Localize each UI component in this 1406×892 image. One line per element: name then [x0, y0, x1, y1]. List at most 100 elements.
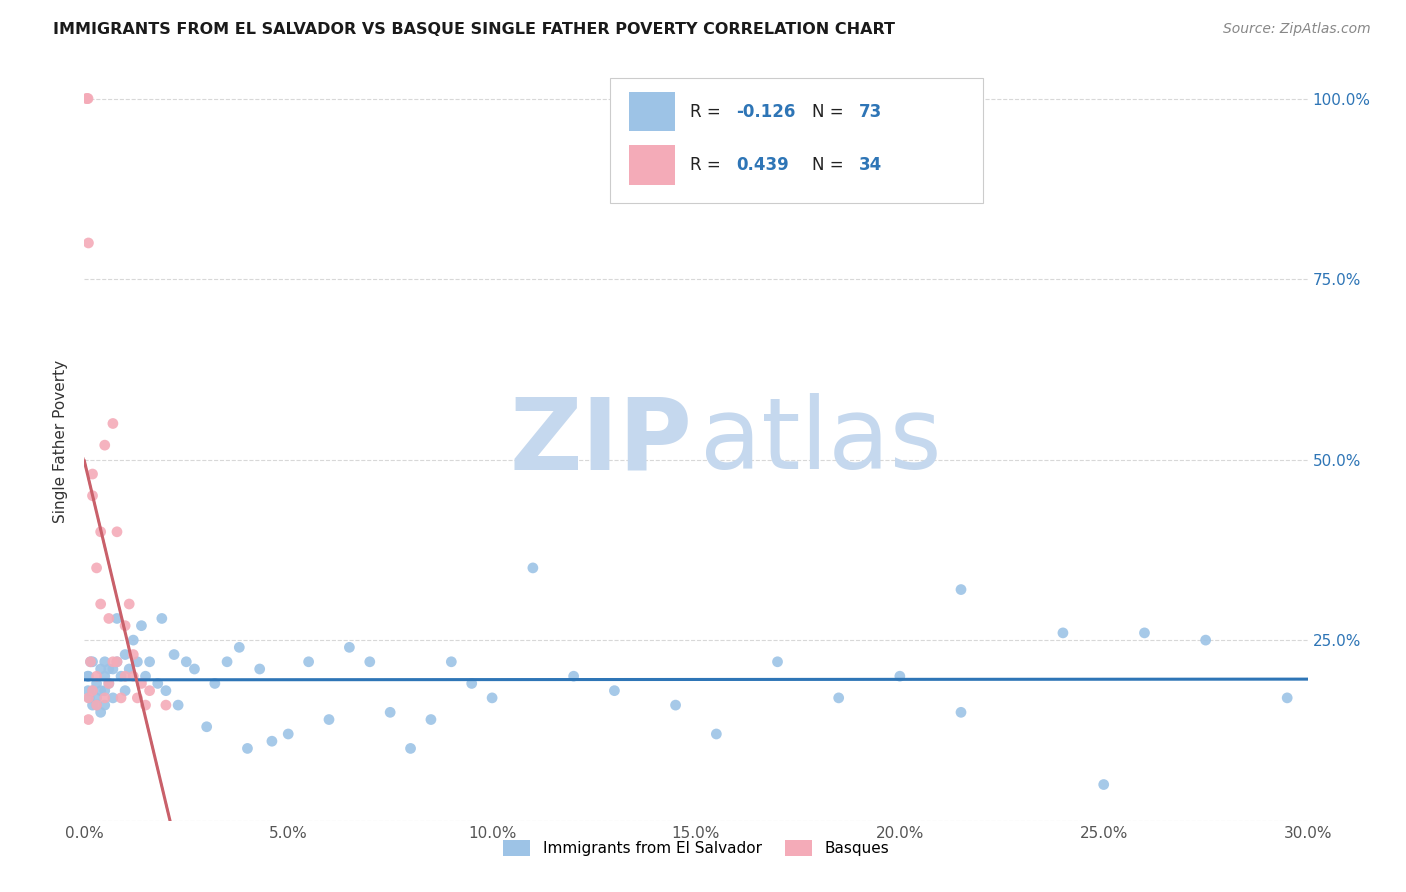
Point: [86, 669, 108, 683]
Point: [97, 676, 120, 690]
Point: [665, 698, 688, 712]
Point: [90, 597, 112, 611]
Point: [82, 683, 104, 698]
Point: [135, 698, 157, 712]
Point: [135, 669, 157, 683]
Point: [174, 655, 197, 669]
Point: [766, 655, 789, 669]
Point: [380, 706, 402, 720]
Point: [118, 597, 141, 611]
Text: N =: N =: [813, 103, 849, 120]
Point: [163, 648, 186, 662]
Point: [76, 669, 98, 683]
Point: [114, 683, 136, 698]
Point: [86, 698, 108, 712]
Point: [236, 741, 259, 756]
Point: [481, 690, 503, 705]
Point: [420, 713, 443, 727]
Y-axis label: Single Father Poverty: Single Father Poverty: [53, 360, 69, 523]
Point: [131, 676, 153, 690]
Point: [105, 524, 128, 539]
Point: [461, 676, 484, 690]
Point: [101, 662, 124, 676]
Point: [277, 727, 299, 741]
Point: [77, 713, 100, 727]
Point: [114, 648, 136, 662]
Point: [889, 669, 911, 683]
Point: [86, 690, 108, 705]
Point: [86, 698, 108, 712]
Point: [603, 683, 626, 698]
Point: [440, 655, 463, 669]
Point: [75, 91, 97, 105]
Point: [93, 698, 115, 712]
Point: [79, 655, 101, 669]
Text: -0.126: -0.126: [737, 103, 796, 120]
Point: [110, 669, 132, 683]
Point: [562, 669, 585, 683]
Point: [127, 690, 149, 705]
Text: R =: R =: [690, 156, 725, 174]
Point: [118, 662, 141, 676]
Point: [131, 618, 153, 632]
Point: [399, 741, 422, 756]
Point: [86, 676, 108, 690]
Point: [77, 690, 100, 705]
Point: [93, 690, 115, 705]
Point: [228, 640, 250, 655]
Point: [1092, 778, 1115, 792]
Point: [339, 640, 361, 655]
Point: [706, 727, 728, 741]
Text: IMMIGRANTS FROM EL SALVADOR VS BASQUE SINGLE FATHER POVERTY CORRELATION CHART: IMMIGRANTS FROM EL SALVADOR VS BASQUE SI…: [53, 22, 896, 37]
Point: [122, 648, 145, 662]
FancyBboxPatch shape: [628, 145, 675, 185]
Point: [318, 713, 340, 727]
Point: [298, 655, 321, 669]
Point: [105, 611, 128, 625]
Point: [101, 655, 124, 669]
Point: [77, 235, 100, 250]
Point: [127, 655, 149, 669]
Point: [77, 669, 100, 683]
FancyBboxPatch shape: [628, 92, 675, 131]
Point: [950, 582, 973, 597]
Point: [359, 655, 381, 669]
Legend: Immigrants from El Salvador, Basques: Immigrants from El Salvador, Basques: [496, 834, 896, 863]
Point: [101, 417, 124, 431]
Point: [105, 655, 128, 669]
Point: [82, 683, 104, 698]
Text: atlas: atlas: [700, 393, 941, 490]
Point: [97, 662, 120, 676]
Point: [1133, 626, 1156, 640]
Point: [93, 438, 115, 452]
Point: [86, 561, 108, 575]
Point: [90, 524, 112, 539]
Point: [122, 669, 145, 683]
Point: [260, 734, 283, 748]
Point: [155, 683, 177, 698]
Text: 73: 73: [859, 103, 882, 120]
Point: [1052, 626, 1074, 640]
Text: 0.439: 0.439: [737, 156, 789, 174]
Point: [82, 467, 104, 481]
Point: [183, 662, 205, 676]
Text: Source: ZipAtlas.com: Source: ZipAtlas.com: [1223, 22, 1371, 37]
Point: [97, 676, 120, 690]
Point: [195, 720, 218, 734]
Point: [77, 683, 100, 698]
Point: [97, 611, 120, 625]
Point: [146, 676, 169, 690]
Point: [522, 561, 544, 575]
Point: [249, 662, 271, 676]
Point: [101, 690, 124, 705]
Text: N =: N =: [813, 156, 849, 174]
Point: [950, 706, 973, 720]
Point: [82, 655, 104, 669]
Point: [138, 655, 160, 669]
Point: [217, 655, 239, 669]
Point: [167, 698, 190, 712]
FancyBboxPatch shape: [610, 78, 983, 202]
Text: ZIP: ZIP: [509, 393, 692, 490]
Point: [110, 690, 132, 705]
Point: [1277, 690, 1299, 705]
